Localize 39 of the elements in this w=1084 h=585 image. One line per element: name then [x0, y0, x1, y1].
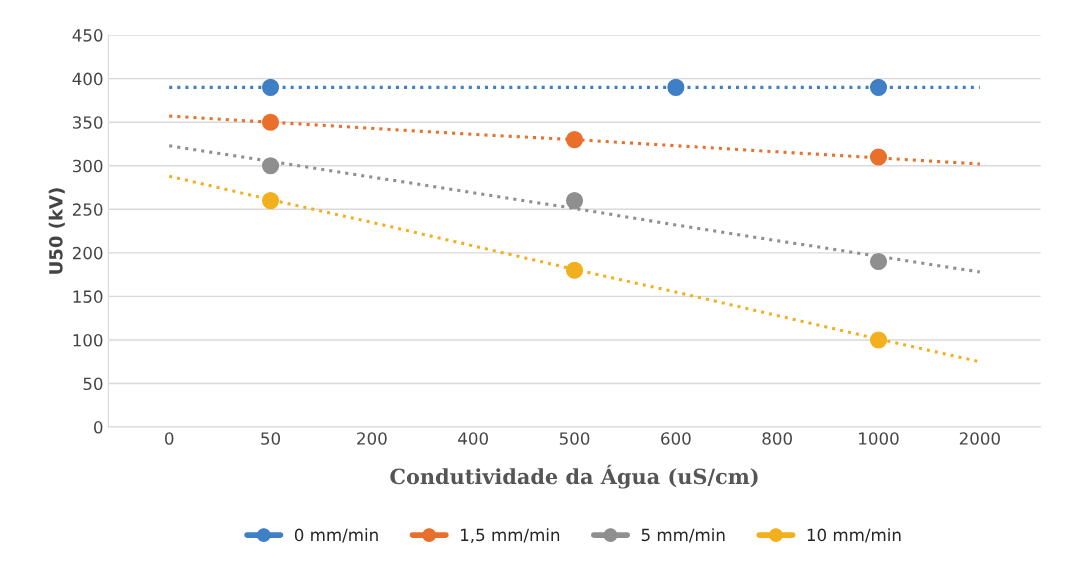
y-tick-label: 350	[73, 116, 103, 129]
line-series	[167, 144, 982, 274]
x-tick-label: 1000	[859, 432, 899, 445]
x-tick-label: 2000	[959, 432, 1000, 445]
y-tick-label: 400	[72, 72, 103, 86]
x-tick-label: 0	[165, 432, 174, 445]
point	[565, 192, 584, 210]
y-tick-label: 250	[72, 203, 103, 216]
point	[667, 78, 685, 96]
legend-label: 5 mm/min	[641, 528, 725, 543]
x-axis-title: Condutividade da Água (uS/cm)	[390, 464, 758, 489]
point	[869, 78, 888, 96]
point	[261, 192, 280, 210]
y-tick-label: 200	[72, 246, 103, 260]
point	[565, 261, 584, 279]
x-tick-label: 200	[357, 432, 387, 445]
point	[565, 131, 584, 149]
y-tick-label: 0	[94, 421, 103, 434]
point	[261, 78, 280, 96]
x-tick-label: 500	[559, 432, 590, 445]
legend-label: 0 mm/min	[294, 528, 378, 543]
y-tick-label: 150	[73, 290, 103, 303]
legend-label: 1,5 mm/min	[461, 528, 560, 543]
point	[869, 148, 888, 166]
x-tick-label: 800	[762, 432, 792, 445]
point	[261, 113, 280, 131]
legend-label: 10 mm/min	[807, 528, 901, 543]
y-tick-label: 100	[73, 333, 103, 347]
y-tick-label: 300	[73, 159, 103, 173]
y-tick-label: 450	[72, 29, 103, 42]
y-axis-title: U50 (kV)	[48, 188, 65, 274]
point	[261, 157, 280, 175]
x-tick-label: 600	[661, 432, 691, 445]
x-tick-label: 400	[458, 432, 488, 445]
x-tick-label: 50	[261, 432, 281, 445]
point	[869, 331, 888, 349]
point	[869, 253, 888, 271]
line-series	[167, 114, 982, 166]
y-tick-label: 50	[83, 377, 103, 391]
